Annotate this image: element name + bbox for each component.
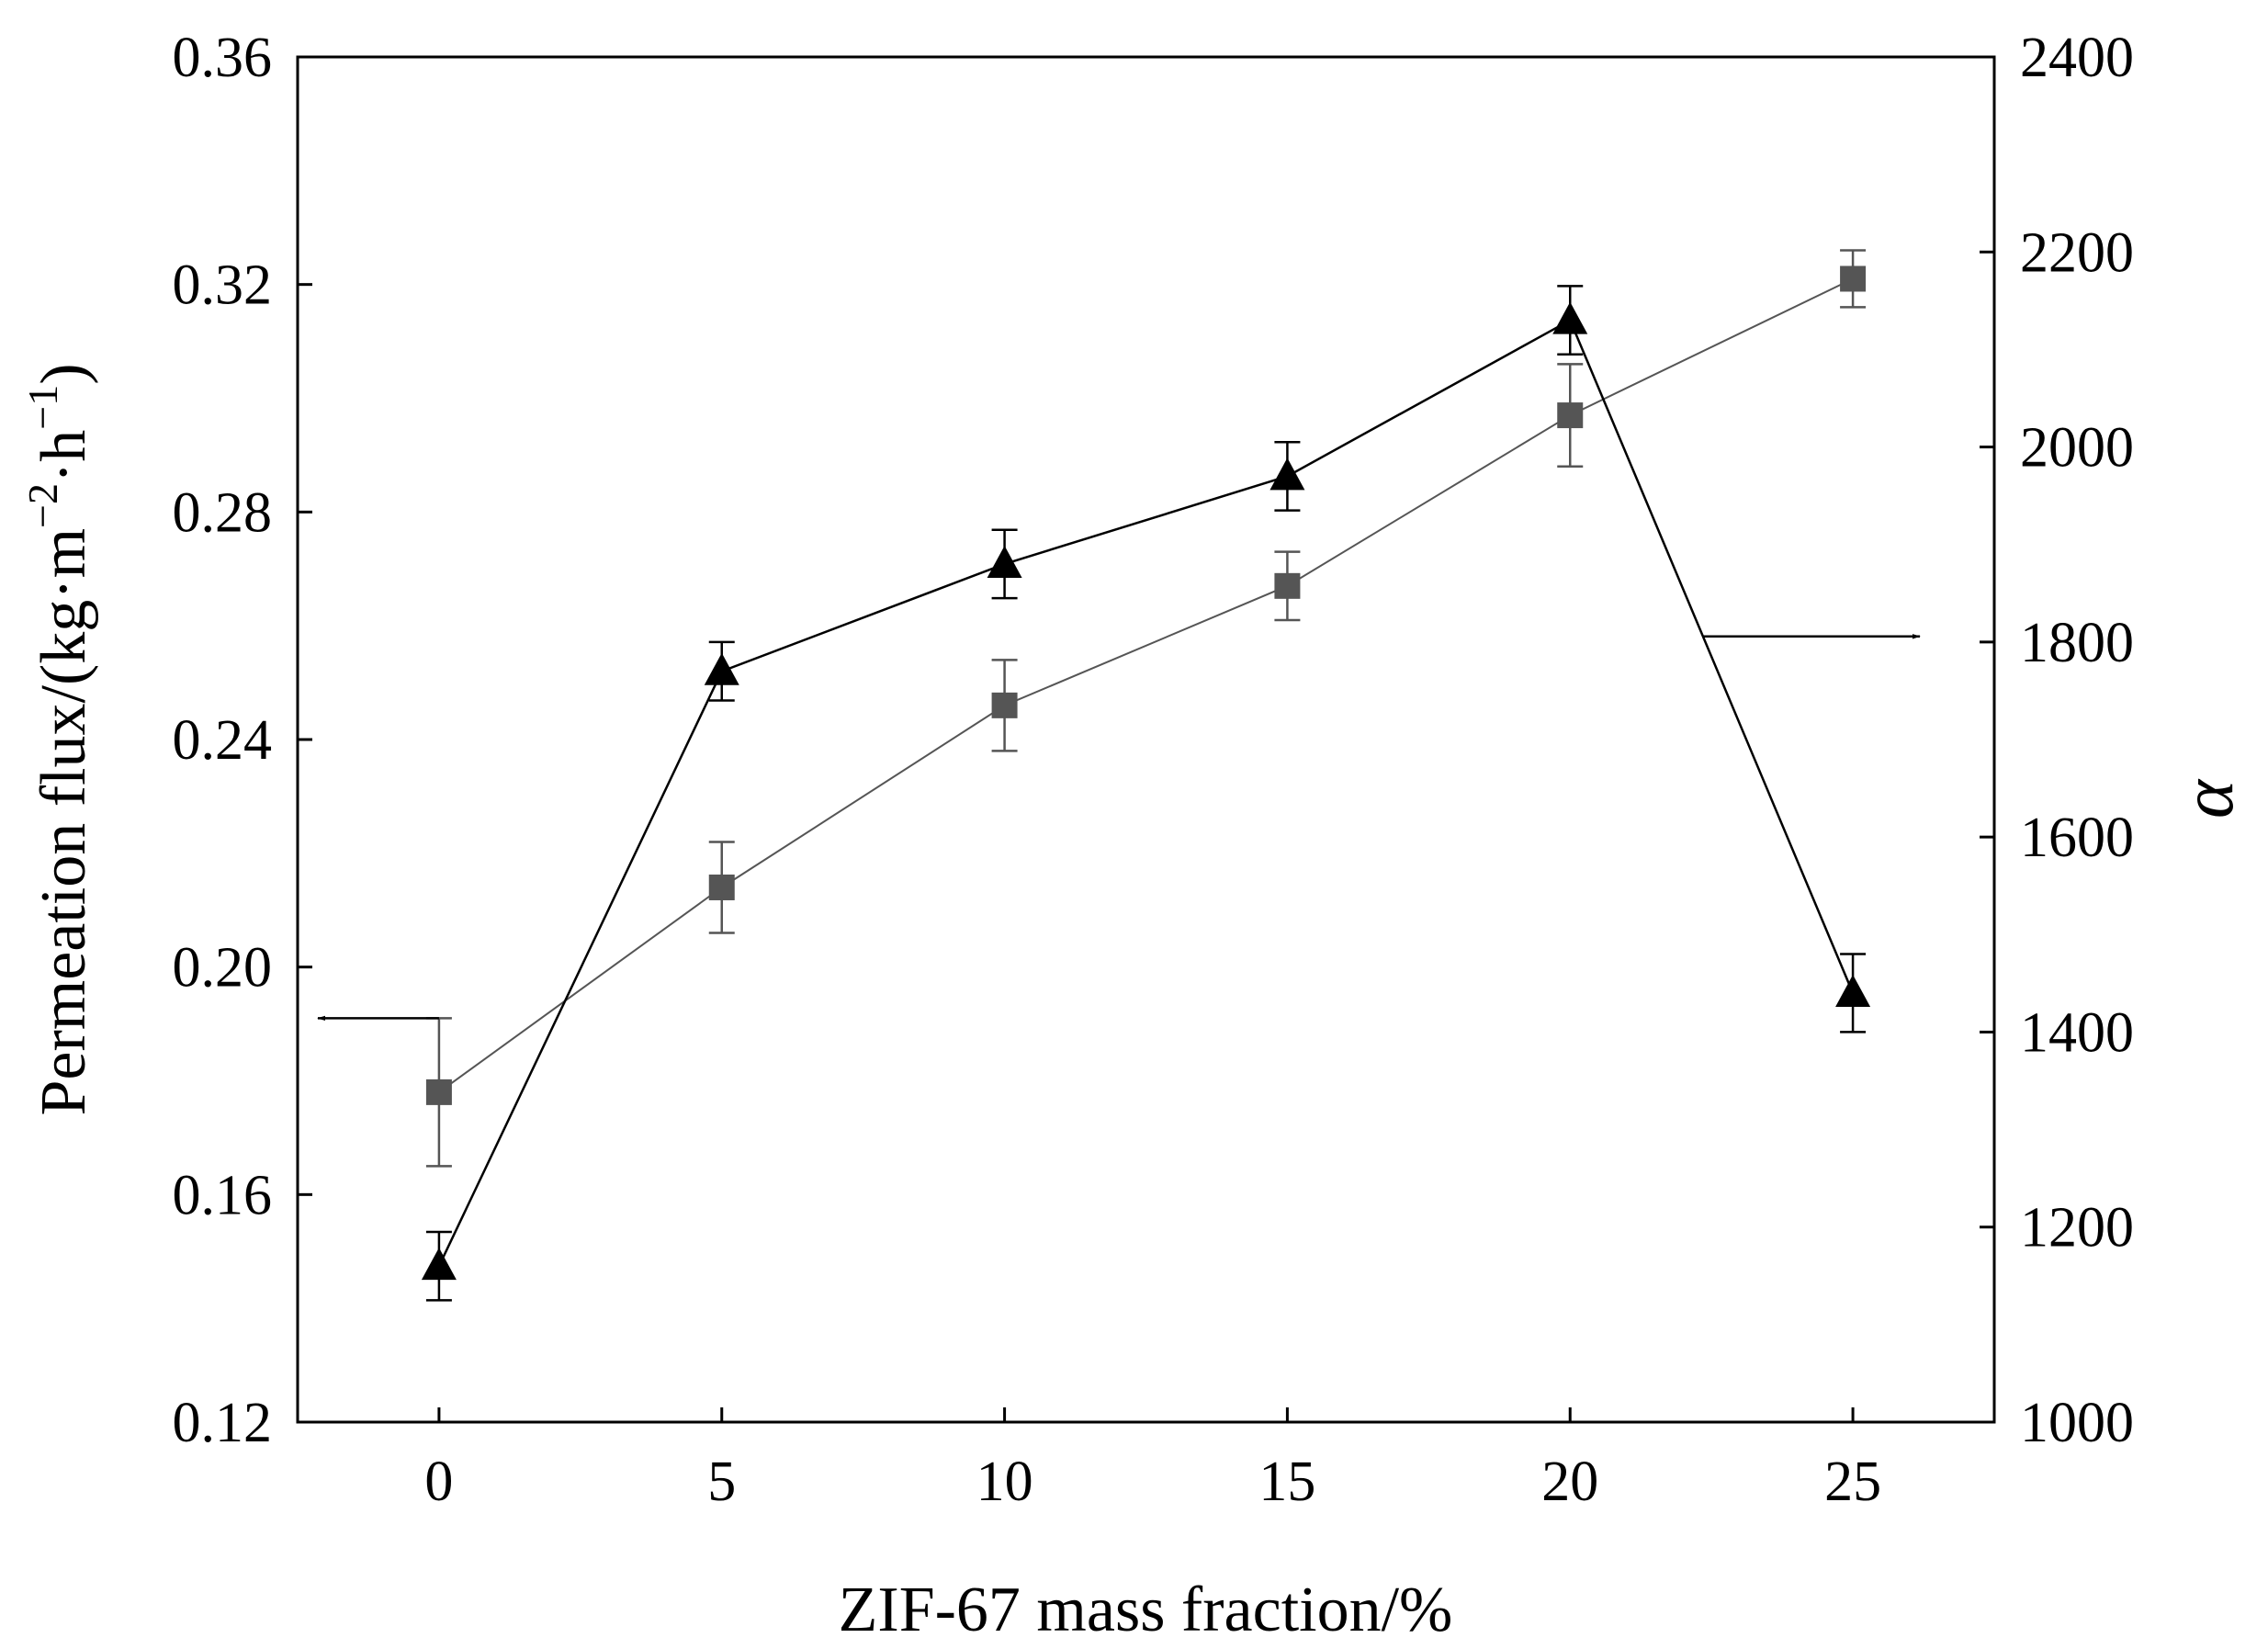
left-axis-title-mid: ·h — [28, 430, 99, 483]
series-alpha — [421, 285, 1871, 1302]
left-axis-title-sup1: −2 — [19, 483, 66, 528]
x-tick-label: 20 — [1541, 1451, 1598, 1513]
right-tick-label: 2400 — [2020, 27, 2134, 89]
x-tick-label: 5 — [707, 1451, 736, 1513]
right-tick-label: 1800 — [2020, 612, 2134, 674]
left-axis-title-end: ) — [28, 363, 99, 384]
series-flux-line — [438, 277, 1854, 1093]
data-point-triangle — [987, 545, 1022, 578]
right-axis-title: α — [2168, 778, 2249, 819]
data-point-square — [708, 874, 735, 900]
data-point-triangle — [1269, 457, 1305, 491]
data-point-triangle — [421, 1248, 457, 1281]
series-alpha-line — [437, 318, 1855, 1267]
data-point-triangle — [1552, 301, 1588, 334]
data-point-triangle — [704, 652, 739, 685]
left-axis-title-main: Permeation flux/(kg·m — [28, 528, 99, 1116]
left-tick-label: 0.12 — [173, 1392, 273, 1454]
left-tick-label: 0.28 — [173, 481, 273, 544]
annotation-layer — [317, 634, 1921, 1022]
series-flux — [425, 249, 1867, 1168]
right-tick-label: 1200 — [2020, 1197, 2134, 1259]
right-tick-label: 1000 — [2020, 1392, 2134, 1454]
x-axis-ticks: 0 5 10 15 20 25 — [424, 1407, 1881, 1513]
left-axis-title-sup2: −1 — [19, 385, 66, 430]
data-point-square — [1840, 265, 1867, 292]
plot-frame — [296, 55, 1996, 1424]
x-tick-label: 10 — [976, 1451, 1033, 1513]
x-tick-label: 0 — [424, 1451, 453, 1513]
left-tick-label: 0.24 — [173, 709, 273, 772]
left-tick-label: 0.16 — [173, 1164, 273, 1226]
right-tick-label: 2200 — [2020, 221, 2134, 284]
data-point-square — [1274, 572, 1301, 599]
data-point-square — [1557, 402, 1584, 429]
right-axis-ticks: 1000 1200 1400 1600 1800 2000 2200 2400 — [1980, 27, 2134, 1454]
data-point-triangle — [1835, 974, 1871, 1007]
right-tick-label: 1400 — [2020, 1001, 2134, 1064]
data-point-square — [425, 1079, 452, 1105]
left-tick-label: 0.32 — [173, 254, 273, 317]
x-tick-label: 15 — [1258, 1451, 1315, 1513]
series-layer — [421, 249, 1871, 1302]
left-axis-title: Permeation flux/(kg·m−2·h−1) — [19, 363, 99, 1115]
left-axis-ticks: 0.12 0.16 0.20 0.24 0.28 0.32 0.36 — [173, 27, 312, 1454]
data-point-square — [991, 692, 1018, 718]
right-tick-label: 2000 — [2020, 417, 2134, 480]
left-tick-label: 0.20 — [173, 937, 273, 1000]
left-tick-label: 0.36 — [173, 27, 273, 89]
x-tick-label: 25 — [1824, 1451, 1881, 1513]
x-axis-title: ZIF-67 mass fraction/% — [839, 1575, 1453, 1645]
right-tick-label: 1600 — [2020, 807, 2134, 869]
